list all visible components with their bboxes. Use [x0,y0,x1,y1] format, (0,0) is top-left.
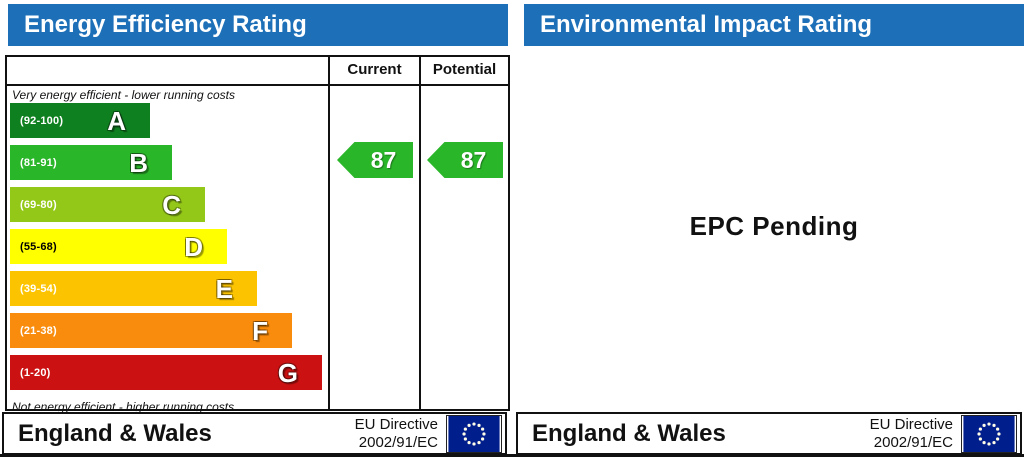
eu-directive-line2: 2002/91/EC [358,433,438,451]
footer-right: England & Wales EU Directive 2002/91/EC [516,412,1022,455]
bottom-note: Not energy efficient - higher running co… [12,400,235,414]
footer-left: England & Wales EU Directive 2002/91/EC [2,412,507,455]
band-b-letter: B [129,147,148,178]
energy-rating-chart: Current Potential Very energy efficient … [5,55,510,414]
eu-directive-label: EU Directive 2002/91/EC [870,416,953,452]
region-label: England & Wales [532,419,726,447]
band-b: (81-91) B [10,145,172,180]
bottom-border [0,454,1024,457]
potential-rating-value: 87 [460,146,487,173]
chart-header-row [7,57,508,86]
band-e-letter: E [215,273,233,304]
band-g: (1-20) G [10,355,322,390]
epc-pending-status: EPC Pending [689,211,859,241]
band-g-range: (1-20) [20,366,51,379]
environmental-rating-header: Environmental Impact Rating [524,4,1024,46]
rating-bands: Very energy efficient - lower running co… [7,86,328,415]
eu-directive-line2: 2002/91/EC [873,433,953,451]
column-divider [328,57,330,409]
eu-flag-icon [961,414,1017,453]
energy-rating-header: Energy Efficiency Rating [8,4,508,46]
band-d-letter: D [184,231,203,262]
band-f-letter: F [252,315,268,346]
band-c: (69-80) C [10,187,205,222]
band-a: (92-100) A [10,103,150,138]
band-e-range: (39-54) [20,282,57,295]
band-d-range: (55-68) [20,240,57,253]
band-d: (55-68) D [10,229,227,264]
eu-directive-label: EU Directive 2002/91/EC [355,416,438,452]
band-g-letter: G [277,357,298,388]
current-rating-value: 87 [370,146,397,173]
band-b-range: (81-91) [20,156,57,169]
band-c-letter: C [162,189,181,220]
eu-directive-line1: EU Directive [354,415,438,433]
band-a-range: (92-100) [20,114,64,127]
band-f: (21-38) F [10,313,292,348]
band-e: (39-54) E [10,271,257,306]
eu-flag-icon [446,414,502,453]
potential-column-header: Potential [432,61,497,78]
potential-rating-arrow: 87 [427,142,503,178]
current-rating-arrow: 87 [337,142,413,178]
top-note: Very energy efficient - lower running co… [12,88,235,102]
band-f-range: (21-38) [20,324,57,337]
current-column-header: Current [347,61,402,78]
region-label: England & Wales [18,419,212,447]
eu-directive-line1: EU Directive [869,415,953,433]
column-divider [419,57,421,409]
band-c-range: (69-80) [20,198,57,211]
band-a-letter: A [107,105,126,136]
